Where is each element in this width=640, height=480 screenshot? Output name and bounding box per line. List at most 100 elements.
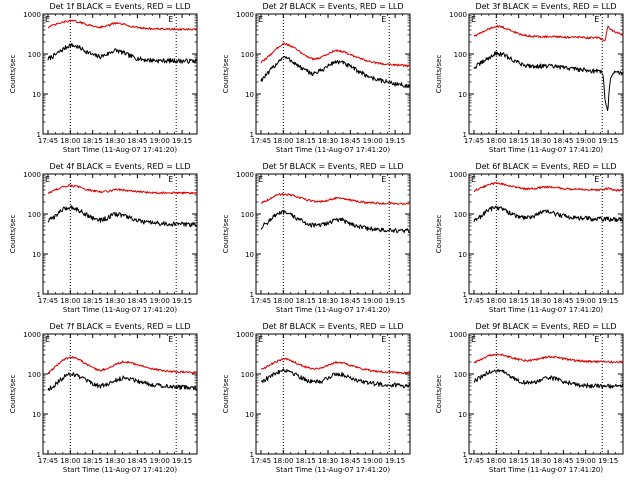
series-events-line	[47, 42, 198, 64]
series-lld-line	[473, 182, 624, 192]
x-axis-ticks: 17:45 18:00 18:15 18:30 18:45 19:00 19:15	[464, 14, 624, 145]
series-lld-line	[473, 24, 624, 42]
y-tick-label: 10	[458, 91, 467, 99]
panel-title: Det 6f BLACK = Events, RED = LLD	[475, 162, 616, 171]
x-axis-ticks: 17:45 18:00 18:15 18:30 18:45 19:00 19:15	[38, 174, 198, 305]
marker-label-start: E	[258, 15, 263, 24]
marker-label-start: E	[45, 175, 50, 184]
panel-det-3: Det 3f BLACK = Events, RED = LLD 1 10 100 10…	[435, 2, 624, 154]
x-tick-label: 18:30	[105, 297, 125, 305]
x-tick-label: 18:45	[553, 297, 573, 305]
y-tick-label: 1	[463, 291, 467, 299]
y-tick-label: 1	[463, 451, 467, 459]
x-tick-label: 18:30	[531, 457, 551, 465]
panel-det-6: Det 6f BLACK = Events, RED = LLD 1 10 100 10…	[435, 162, 624, 314]
marker-label-start: E	[258, 335, 263, 344]
x-tick-label: 18:15	[509, 137, 529, 145]
panel-det-4: Det 4f BLACK = Events, RED = LLD 1 10 100 10…	[9, 162, 198, 314]
x-tick-label: 18:30	[531, 297, 551, 305]
y-tick-label: 10	[458, 411, 467, 419]
x-axis-ticks: 17:45 18:00 18:15 18:30 18:45 19:00 19:15	[251, 334, 411, 465]
x-tick-label: 19:00	[363, 457, 383, 465]
x-tick-label: 18:15	[83, 297, 103, 305]
marker-label-start: E	[471, 335, 476, 344]
series-lld-line	[260, 357, 411, 375]
x-tick-label: 19:00	[576, 297, 596, 305]
x-tick-label: 18:45	[553, 137, 573, 145]
x-axis-label: Start Time (11-Aug-07 17:41:20)	[63, 466, 177, 474]
x-tick-label: 18:45	[553, 457, 573, 465]
y-axis-label: Counts/sec	[435, 55, 443, 94]
x-tick-label: 18:00	[486, 297, 506, 305]
series-lld-line	[260, 192, 411, 206]
plot-frame	[42, 333, 198, 455]
y-axis-ticks: 1 10 100 1000	[236, 11, 410, 139]
x-tick-label: 17:45	[38, 457, 58, 465]
marker-label-start: E	[471, 175, 476, 184]
x-tick-label: 18:30	[531, 137, 551, 145]
marker-label-end: E	[381, 15, 386, 24]
x-tick-label: 18:45	[127, 457, 147, 465]
x-tick-label: 18:15	[83, 137, 103, 145]
x-tick-label: 19:15	[385, 137, 405, 145]
panel-title: Det 7f BLACK = Events, RED = LLD	[49, 322, 190, 331]
x-tick-label: 19:15	[598, 137, 618, 145]
y-tick-label: 1000	[236, 331, 254, 339]
y-tick-label: 100	[454, 51, 467, 59]
series-events-line	[47, 205, 198, 228]
x-tick-label: 19:00	[576, 137, 596, 145]
y-tick-label: 1000	[236, 171, 254, 179]
plot-frame	[255, 13, 411, 135]
y-tick-label: 100	[454, 371, 467, 379]
x-tick-label: 18:00	[273, 137, 293, 145]
x-tick-label: 18:00	[60, 457, 80, 465]
y-tick-label: 1	[37, 291, 41, 299]
y-tick-label: 10	[32, 91, 41, 99]
y-axis-label: Counts/sec	[222, 215, 230, 254]
marker-label-end: E	[381, 175, 386, 184]
panel-title: Det 4f BLACK = Events, RED = LLD	[49, 162, 190, 171]
x-axis-label: Start Time (11-Aug-07 17:41:20)	[63, 306, 177, 314]
y-tick-label: 100	[241, 211, 254, 219]
x-tick-label: 18:00	[60, 297, 80, 305]
series-events-line	[260, 368, 411, 389]
panel-det-7: Det 7f BLACK = Events, RED = LLD 1 10 100 10…	[9, 322, 198, 474]
marker-label-end: E	[168, 15, 173, 24]
y-tick-label: 1000	[236, 11, 254, 19]
series-lld-line	[473, 353, 624, 364]
marker-label-end: E	[381, 335, 386, 344]
x-tick-label: 18:00	[273, 457, 293, 465]
y-axis-label: Counts/sec	[435, 215, 443, 254]
x-axis-label: Start Time (11-Aug-07 17:41:20)	[276, 466, 390, 474]
x-tick-label: 18:45	[340, 297, 360, 305]
y-axis-label: Counts/sec	[9, 215, 17, 254]
panel-det-5: Det 5f BLACK = Events, RED = LLD 1 10 100 10…	[222, 162, 411, 314]
plot-frame	[468, 173, 624, 295]
panel-det-9: Det 9f BLACK = Events, RED = LLD 1 10 100 10…	[435, 322, 624, 474]
x-tick-label: 18:00	[60, 137, 80, 145]
x-tick-label: 18:30	[318, 297, 338, 305]
marker-label-end: E	[168, 175, 173, 184]
panel-title: Det 8f BLACK = Events, RED = LLD	[262, 322, 403, 331]
x-axis-ticks: 17:45 18:00 18:15 18:30 18:45 19:00 19:15	[464, 174, 624, 305]
x-tick-label: 17:45	[38, 137, 58, 145]
panel-title: Det 5f BLACK = Events, RED = LLD	[262, 162, 403, 171]
x-tick-label: 19:00	[150, 457, 170, 465]
x-axis-label: Start Time (11-Aug-07 17:41:20)	[63, 146, 177, 154]
x-tick-label: 18:15	[509, 297, 529, 305]
y-axis-label: Counts/sec	[222, 55, 230, 94]
x-tick-label: 17:45	[464, 137, 484, 145]
panel-det-1: Det 1f BLACK = Events, RED = LLD 1 10 100 10…	[9, 2, 198, 154]
x-tick-label: 18:15	[296, 457, 316, 465]
y-axis-ticks: 1 10 100 1000	[23, 171, 197, 299]
series-lld-line	[47, 356, 198, 375]
series-lld-line	[47, 184, 198, 195]
marker-label-start: E	[45, 335, 50, 344]
